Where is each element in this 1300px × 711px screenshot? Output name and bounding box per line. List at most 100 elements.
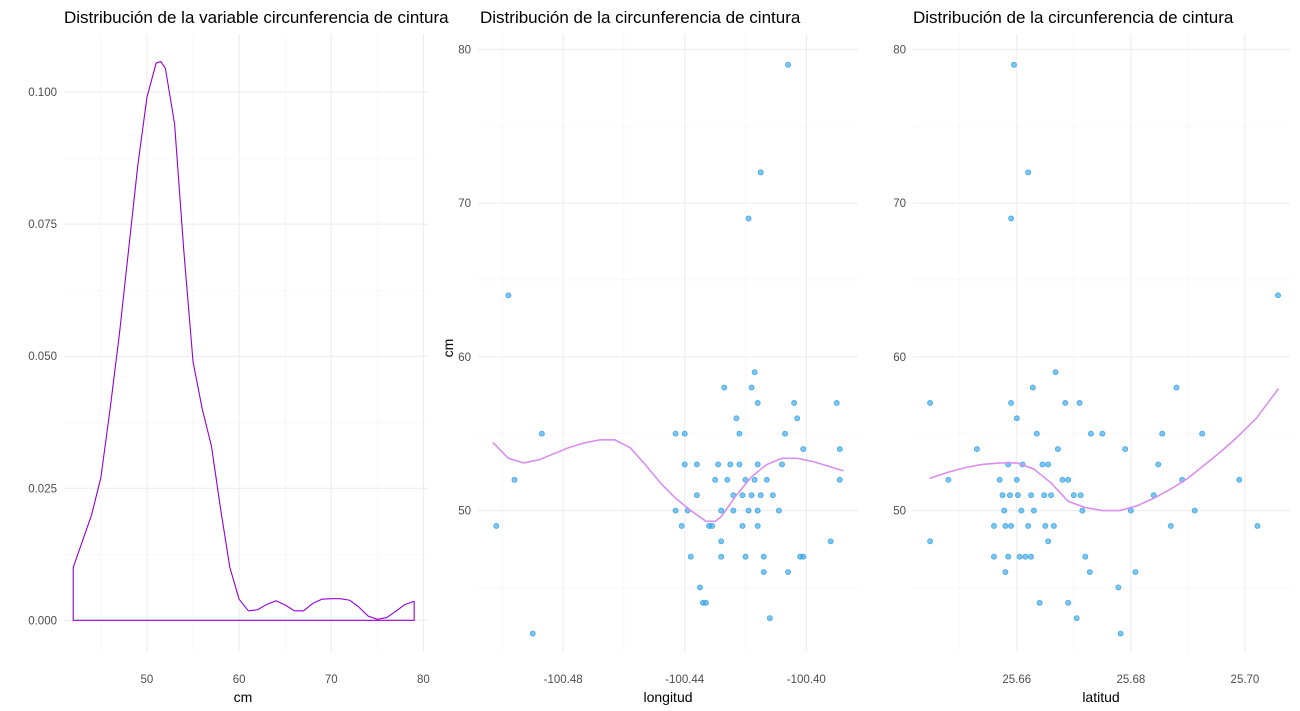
scatter-point bbox=[1008, 400, 1015, 406]
density-panel: 50 60 70 80 0.000 0.025 0.050 0.075 0.100 Distrib… bbox=[28, 8, 449, 705]
scatter-point bbox=[757, 169, 764, 176]
scatter-point bbox=[733, 415, 740, 422]
scatter-point bbox=[672, 430, 679, 437]
scatter-point bbox=[1025, 522, 1032, 529]
scatter-point bbox=[739, 522, 746, 529]
grid bbox=[478, 34, 858, 652]
scatter-point bbox=[1065, 599, 1072, 606]
scatter-point bbox=[779, 461, 785, 468]
scatter-point bbox=[1155, 461, 1162, 468]
scatter-point bbox=[505, 292, 512, 299]
scatter-point bbox=[1236, 476, 1243, 483]
longitud-scatter-title: Distribución de la circunferencia de cin… bbox=[480, 8, 801, 27]
x-tick-label: 25.70 bbox=[1231, 674, 1260, 686]
y-tick-label: 60 bbox=[458, 352, 471, 364]
scatter-point bbox=[1062, 400, 1069, 406]
scatter-point bbox=[1001, 507, 1008, 514]
y-tick-label: 60 bbox=[893, 352, 906, 364]
scatter-point bbox=[754, 400, 761, 406]
scatter-point bbox=[693, 461, 700, 468]
longitud-scatter-panel: -100.48 -100.44 -100.40 50 60 70 80 Distribució… bbox=[440, 8, 858, 705]
scatter-point bbox=[1013, 415, 1020, 422]
scatter-point bbox=[973, 446, 980, 453]
scatter-point bbox=[1079, 507, 1086, 514]
scatter-point bbox=[1018, 507, 1025, 514]
scatter-point bbox=[1254, 522, 1261, 529]
scatter-point bbox=[1022, 553, 1029, 560]
scatter-point bbox=[1159, 430, 1166, 437]
scatter-point bbox=[766, 615, 773, 622]
y-tick-label: 0.025 bbox=[28, 483, 57, 495]
scatter-point bbox=[1033, 430, 1040, 437]
scatter-point bbox=[785, 569, 792, 576]
scatter-point bbox=[836, 476, 843, 483]
scatter-point bbox=[1065, 476, 1072, 483]
density-xlabel: cm bbox=[234, 689, 253, 705]
scatter-point bbox=[1008, 215, 1015, 222]
density-title: Distribución de la variable circunferenc… bbox=[64, 8, 449, 27]
scatter-point bbox=[794, 415, 801, 422]
scatter-point bbox=[1008, 522, 1015, 529]
scatter-point bbox=[1045, 538, 1052, 545]
scatter-point bbox=[1007, 492, 1013, 499]
latitud-scatter-title: Distribución de la circunferencia de cin… bbox=[913, 8, 1234, 27]
scatter-point bbox=[776, 507, 782, 514]
scatter-point bbox=[1199, 430, 1206, 437]
scatter-point bbox=[736, 461, 743, 468]
scatter-point bbox=[1173, 384, 1180, 391]
scatter-point bbox=[757, 492, 764, 499]
scatter-point bbox=[511, 476, 518, 483]
scatter-point bbox=[1132, 569, 1139, 576]
x-tick-label: -100.44 bbox=[665, 674, 705, 686]
scatter-point bbox=[529, 630, 536, 637]
x-tick-label: 25.66 bbox=[1002, 674, 1031, 686]
scatter-point bbox=[945, 476, 952, 483]
x-tick-label: 60 bbox=[233, 674, 246, 686]
points-group bbox=[493, 61, 843, 637]
scatter-point bbox=[538, 430, 545, 437]
smooth-line bbox=[492, 439, 844, 523]
scatter-point bbox=[763, 476, 770, 483]
x-tick-label: 80 bbox=[417, 674, 430, 686]
scatter-point bbox=[1025, 169, 1032, 176]
scatter-point bbox=[782, 430, 788, 437]
y-tick-label: 0.100 bbox=[28, 87, 57, 99]
scatter-point bbox=[493, 522, 500, 529]
scatter-point bbox=[745, 215, 752, 222]
scatter-point bbox=[1042, 522, 1049, 529]
x-tick-label: -100.40 bbox=[787, 674, 826, 686]
scatter-point bbox=[1028, 553, 1035, 560]
scatter-point bbox=[1039, 461, 1046, 468]
scatter-point bbox=[1073, 615, 1080, 622]
scatter-point bbox=[681, 430, 688, 437]
scatter-point bbox=[715, 461, 722, 468]
y-tick-label: 0.050 bbox=[28, 351, 57, 363]
y-tick-label: 70 bbox=[458, 198, 471, 210]
x-tick-label: -100.48 bbox=[544, 674, 583, 686]
scatter-point bbox=[1011, 61, 1017, 68]
scatter-point bbox=[1054, 446, 1061, 453]
y-tick-label: 80 bbox=[893, 44, 906, 56]
scatter-point bbox=[1167, 522, 1174, 529]
scatter-point bbox=[791, 400, 798, 406]
scatter-point bbox=[754, 522, 761, 529]
scatter-point bbox=[727, 461, 734, 468]
x-tick-label: 25.68 bbox=[1116, 674, 1145, 686]
scatter-point bbox=[742, 553, 749, 560]
scatter-point bbox=[678, 522, 685, 529]
scatter-point bbox=[693, 492, 700, 499]
scatter-point bbox=[836, 446, 843, 453]
scatter-point bbox=[1275, 292, 1281, 299]
grid bbox=[913, 34, 1290, 652]
points-group bbox=[927, 61, 1281, 637]
x-tick-label: 50 bbox=[141, 674, 154, 686]
scatter-point bbox=[760, 569, 767, 576]
scatter-point bbox=[672, 507, 679, 514]
scatter-point bbox=[1076, 400, 1083, 406]
y-tick-label: 50 bbox=[893, 506, 906, 518]
scatter-point bbox=[718, 553, 725, 560]
scatter-point bbox=[754, 507, 761, 514]
scatter-point bbox=[751, 476, 758, 483]
scatter-point bbox=[785, 61, 792, 68]
scatter-point bbox=[718, 538, 725, 545]
